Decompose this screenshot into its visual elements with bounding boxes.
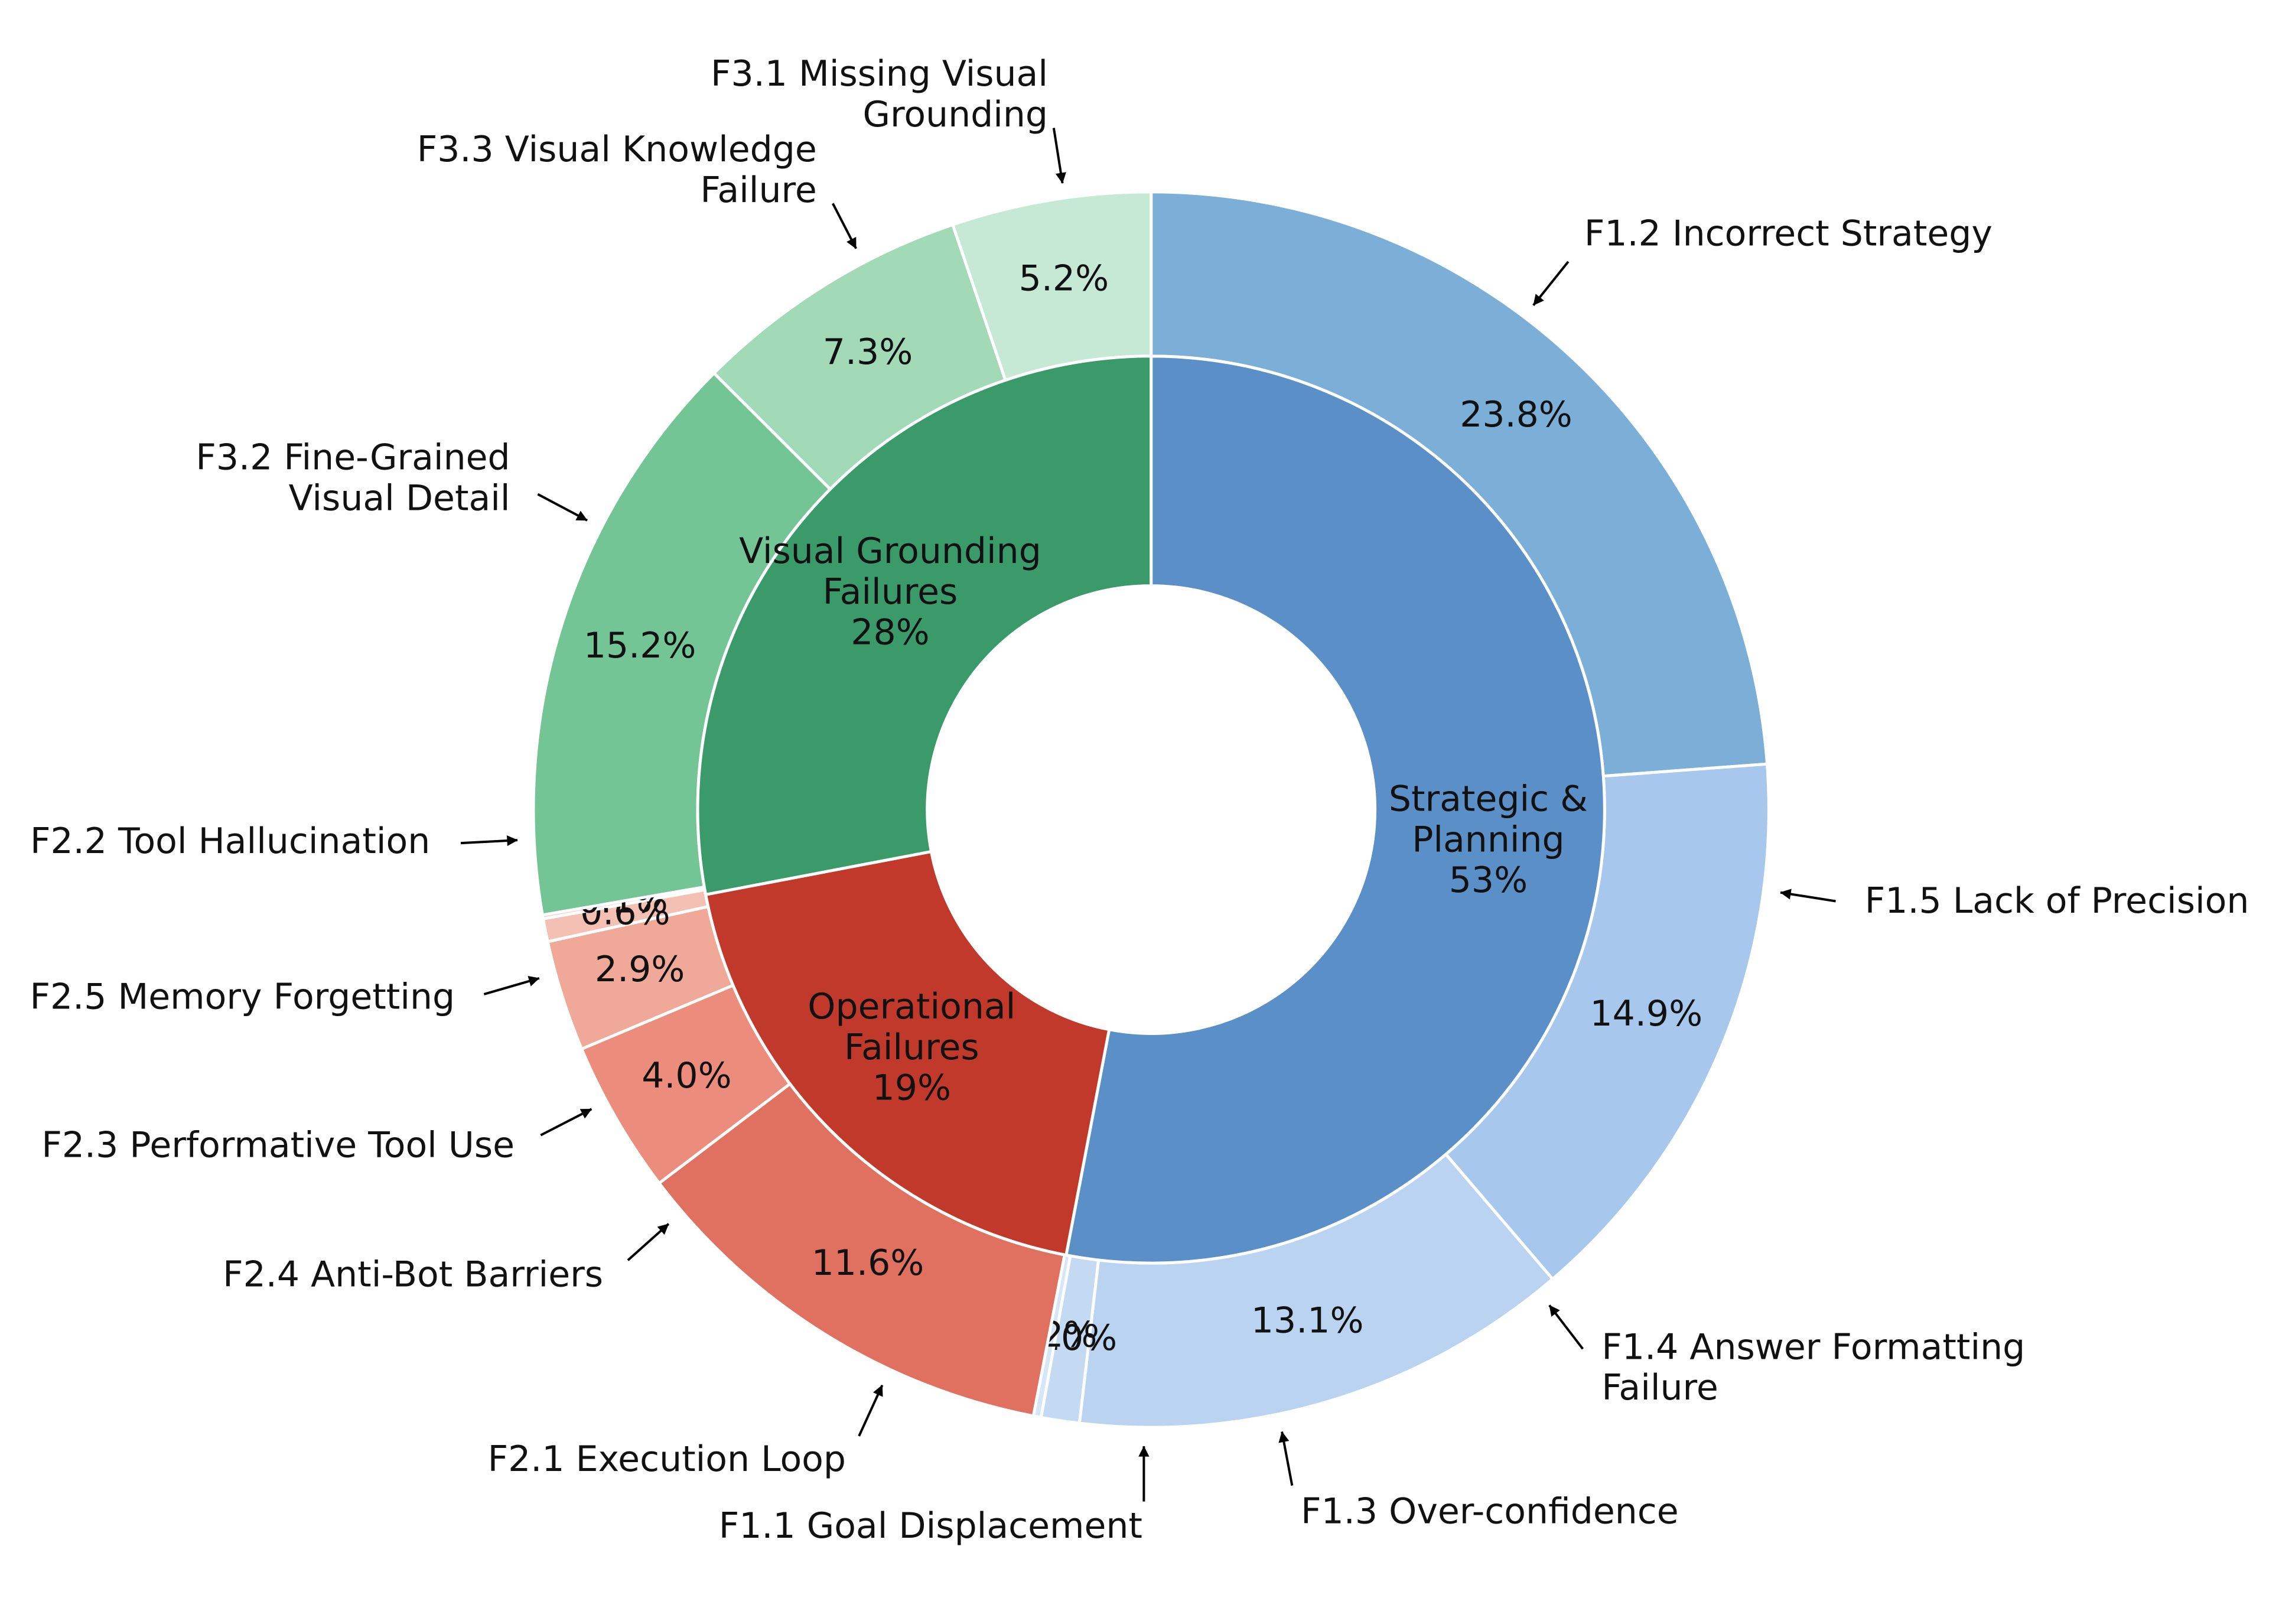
annotation-arrow <box>537 493 588 522</box>
group-label: Visual Grounding Failures <box>739 531 1041 613</box>
wedge-value-label: 14.9% <box>1590 993 1702 1034</box>
category-label: F3.3 Visual Knowledge Failure <box>417 128 817 210</box>
annotation-arrow <box>627 1223 670 1261</box>
group-label: Strategic & Planning <box>1389 778 1588 860</box>
wedge-value-label: 7.3% <box>823 331 913 373</box>
wedge-value-label: 23.8% <box>1460 394 1572 435</box>
annotation-arrow <box>1532 261 1570 306</box>
annotation-arrow <box>832 203 857 249</box>
annotation-arrow <box>1780 889 1836 903</box>
group-label: Operational Failures <box>808 986 1015 1068</box>
annotation-arrow <box>1052 128 1066 184</box>
wedge-value-label: 15.2% <box>584 625 696 666</box>
category-label: F1.4 Answer Formatting Failure <box>1601 1326 2025 1408</box>
category-label: F1.2 Incorrect Strategy <box>1584 213 1993 254</box>
annotation-arrow <box>1278 1431 1294 1486</box>
wedge-value-label: 4.0% <box>642 1055 731 1096</box>
category-label: F3.1 Missing Visual Grounding <box>711 53 1048 135</box>
annotation-arrow <box>483 976 540 995</box>
wedge-value-label: 2.9% <box>595 949 685 990</box>
group-value-label: 53% <box>1449 860 1528 901</box>
category-label: F2.5 Memory Forgetting <box>30 976 455 1017</box>
category-label: F2.1 Execution Loop <box>488 1438 846 1479</box>
group-value-label: 28% <box>851 612 929 653</box>
category-label: F2.3 Performative Tool Use <box>41 1124 515 1166</box>
wedge-value-label: 5.2% <box>1019 258 1109 299</box>
category-label: F1.3 Over-confidence <box>1301 1490 1679 1532</box>
wedge-value-label: 11.6% <box>812 1242 924 1284</box>
annotation-arrow <box>1548 1304 1584 1350</box>
wedge <box>696 354 1153 897</box>
wedge <box>704 850 1111 1257</box>
category-label: F3.2 Fine-Grained Visual Detail <box>196 437 510 519</box>
category-label: F2.2 Tool Hallucination <box>30 821 430 862</box>
category-label: F2.4 Anti-Bot Barriers <box>223 1254 603 1295</box>
annotation-arrow <box>540 1108 592 1137</box>
category-label: F1.1 Goal Displacement <box>719 1505 1142 1547</box>
group-value-label: 19% <box>872 1067 951 1108</box>
annotation-arrow <box>858 1384 884 1437</box>
category-label: F1.5 Lack of Precision <box>1865 880 2249 922</box>
annotation-arrow <box>460 835 518 847</box>
wedge-value-label: 13.1% <box>1251 1300 1364 1342</box>
wedge <box>1064 354 1606 1265</box>
